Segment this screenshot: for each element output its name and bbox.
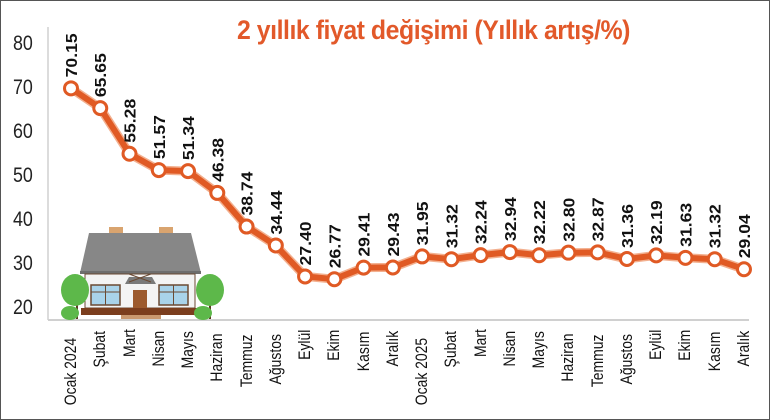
data-point-marker <box>501 244 518 261</box>
data-label: 31.32 <box>708 204 725 248</box>
data-point-marker <box>589 244 606 261</box>
data-label: 29.43 <box>386 212 403 256</box>
data-point-marker <box>472 247 489 264</box>
data-point-marker <box>384 259 401 276</box>
data-series: 70.15 65.65 55.28 51.57 51.34 46.38 38.74 34.44… <box>63 33 754 288</box>
x-tick-label: Nisan <box>148 330 168 367</box>
x-tick-label: Kasım <box>353 331 373 372</box>
data-point-marker <box>326 271 343 288</box>
data-point-marker <box>414 248 431 265</box>
data-point-marker <box>267 237 284 254</box>
data-point-marker <box>531 247 548 264</box>
data-point-marker <box>121 145 138 162</box>
data-point-marker <box>180 163 197 180</box>
data-label: 29.41 <box>357 212 374 256</box>
y-tick-label: 80 <box>13 32 33 55</box>
data-label: 29.04 <box>737 214 754 258</box>
data-label: 31.63 <box>678 203 695 247</box>
data-point-marker <box>443 251 460 268</box>
x-tick-label: Temmuz <box>236 334 256 388</box>
x-tick-label: Haziran <box>207 333 227 382</box>
x-tick-label: Ağustos <box>616 334 636 385</box>
x-tick-label: Ocak 2024 <box>61 337 80 406</box>
data-label: 32.24 <box>474 200 491 244</box>
data-point-marker <box>355 259 372 276</box>
x-tick-label: Şubat <box>90 330 110 368</box>
data-label: 26.77 <box>327 224 344 268</box>
data-label: 51.34 <box>181 116 198 160</box>
x-tick-label: Ocak 2025 <box>412 337 432 406</box>
x-tick-label: Kasım <box>704 331 724 372</box>
data-point-marker <box>63 80 79 97</box>
house-illustration <box>61 227 224 320</box>
y-tick-label: 30 <box>13 252 33 275</box>
x-tick-label: Ekim <box>675 329 695 361</box>
x-tick-label: Şubat <box>441 330 461 368</box>
y-tick-label: 40 <box>13 208 33 231</box>
data-label: 34.44 <box>269 190 286 234</box>
data-label: 31.36 <box>620 204 637 248</box>
x-tick-label: Nisan <box>499 330 519 367</box>
data-label: 32.19 <box>649 200 666 244</box>
data-label: 65.65 <box>93 53 110 97</box>
data-label: 55.28 <box>123 99 140 143</box>
x-tick-label: Mayıs <box>529 331 549 369</box>
x-tick-label: Mart <box>470 329 490 357</box>
x-tick-label: Eylül <box>295 329 315 360</box>
data-label: 51.57 <box>152 115 169 159</box>
data-label: 31.32 <box>444 204 461 248</box>
data-label: 70.15 <box>64 33 81 77</box>
data-point-marker <box>238 218 255 235</box>
data-label: 32.94 <box>503 197 520 241</box>
data-point-marker <box>560 244 577 261</box>
data-label: 32.87 <box>591 197 608 241</box>
y-tick-label: 60 <box>13 120 33 143</box>
data-point-marker <box>92 100 109 117</box>
data-label: 31.95 <box>415 201 432 245</box>
data-point-marker <box>735 261 752 278</box>
data-point-marker <box>150 162 167 179</box>
x-tick-label: Haziran <box>558 333 578 382</box>
x-tick-label: Ekim <box>324 329 344 361</box>
data-label: 32.22 <box>532 200 549 244</box>
x-tick-label: Eylül <box>646 329 666 360</box>
data-label: 46.38 <box>210 138 227 182</box>
y-tick-label: 20 <box>13 296 33 319</box>
x-tick-label: Ağustos <box>265 334 285 385</box>
x-tick-label: Mart <box>119 329 139 357</box>
data-label: 38.74 <box>240 171 257 215</box>
x-tick-label: Temmuz <box>587 334 607 388</box>
x-tick-label: Aralık <box>382 330 402 367</box>
data-point-marker <box>648 247 665 264</box>
data-point-marker <box>706 251 723 268</box>
data-label: 32.80 <box>561 198 578 242</box>
chart-title: 2 yıllık fiyat değişimi (Yıllık artış/%) <box>237 15 630 45</box>
data-point-marker <box>209 184 226 201</box>
data-point-marker <box>297 268 314 285</box>
data-point-marker <box>618 251 635 268</box>
data-label: 27.40 <box>298 221 315 265</box>
y-tick-label: 50 <box>13 164 33 187</box>
x-tick-label: Mayıs <box>178 331 198 369</box>
x-tick-label: Aralık <box>733 330 753 367</box>
data-point-marker <box>677 249 694 266</box>
y-tick-label: 70 <box>13 76 33 99</box>
